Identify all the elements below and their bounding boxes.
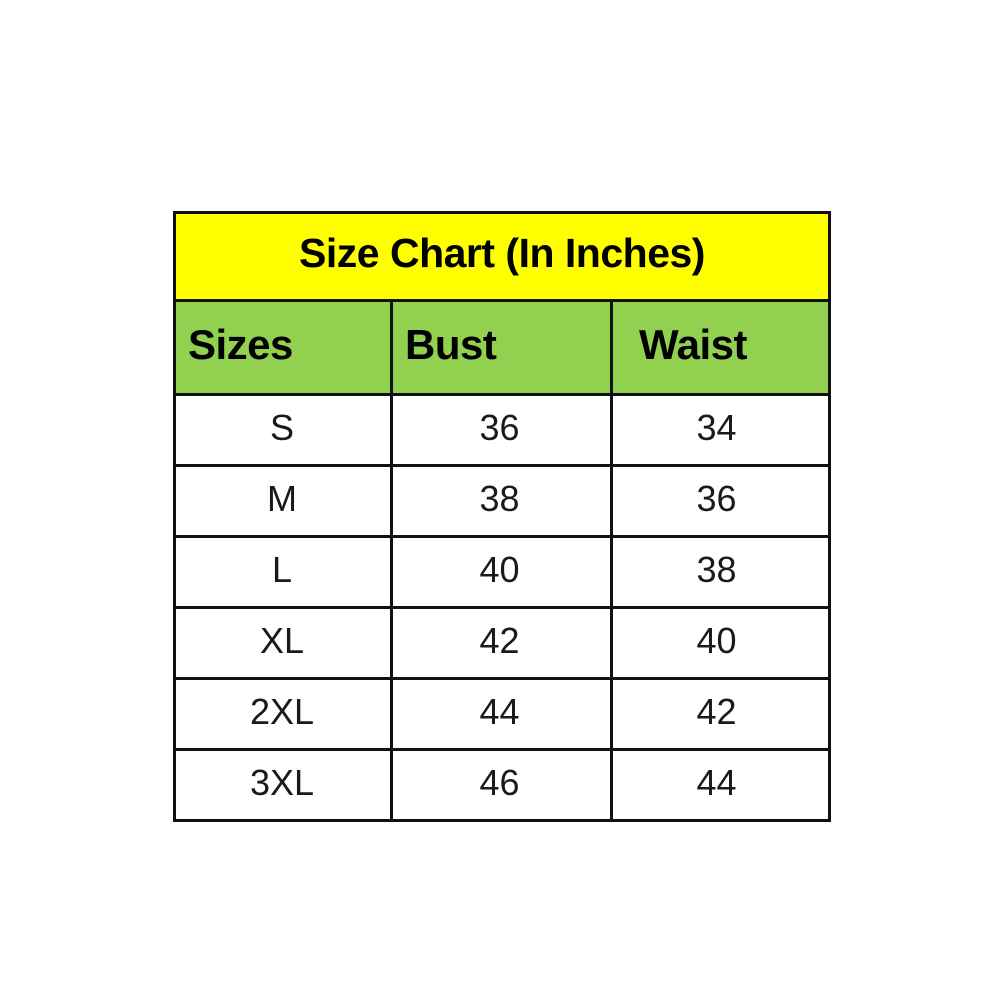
chart-column-header-row: Sizes Bust Waist xyxy=(173,299,832,396)
chart-title-row: Size Chart (In Inches) xyxy=(172,211,832,302)
cell-size: L xyxy=(173,535,393,609)
cell-waist: 44 xyxy=(609,748,832,822)
column-header-bust: Bust xyxy=(390,299,613,396)
cell-bust: 38 xyxy=(390,464,613,538)
table-row: XL 42 40 xyxy=(173,606,832,680)
table-row: M 38 36 xyxy=(173,464,832,538)
cell-waist: 38 xyxy=(609,535,832,609)
size-chart-table: Size Chart (In Inches) Sizes Bust Waist … xyxy=(172,211,832,822)
table-row: L 40 38 xyxy=(173,535,832,609)
chart-title: Size Chart (In Inches) xyxy=(172,211,832,302)
cell-waist: 34 xyxy=(609,393,832,467)
table-row: S 36 34 xyxy=(173,393,832,467)
cell-size: M xyxy=(173,464,393,538)
table-row: 3XL 46 44 xyxy=(173,748,832,822)
cell-bust: 40 xyxy=(390,535,613,609)
cell-size: S xyxy=(173,393,393,467)
size-chart-body: S 36 34 M 38 36 L 40 38 XL 42 40 2XL 44 xyxy=(173,393,832,822)
table-row: 2XL 44 42 xyxy=(173,677,832,751)
cell-size: XL xyxy=(173,606,393,680)
cell-waist: 42 xyxy=(609,677,832,751)
cell-bust: 46 xyxy=(390,748,613,822)
cell-waist: 40 xyxy=(609,606,832,680)
column-header-waist: Waist xyxy=(609,299,832,396)
cell-bust: 36 xyxy=(390,393,613,467)
cell-bust: 44 xyxy=(390,677,613,751)
cell-size: 2XL xyxy=(173,677,393,751)
column-header-sizes: Sizes xyxy=(173,299,393,396)
cell-bust: 42 xyxy=(390,606,613,680)
cell-waist: 36 xyxy=(609,464,832,538)
size-chart-header-group: Size Chart (In Inches) Sizes Bust Waist xyxy=(172,211,832,396)
cell-size: 3XL xyxy=(173,748,393,822)
